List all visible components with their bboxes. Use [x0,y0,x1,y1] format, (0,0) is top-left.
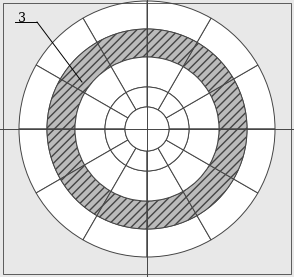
Wedge shape [111,165,147,201]
Wedge shape [234,129,275,193]
Wedge shape [147,191,197,229]
Wedge shape [234,65,275,129]
Wedge shape [183,42,234,93]
Wedge shape [111,93,136,118]
Wedge shape [36,179,97,240]
Wedge shape [147,87,168,110]
Wedge shape [83,1,147,42]
Wedge shape [183,129,219,165]
Wedge shape [168,67,209,108]
Wedge shape [85,67,126,108]
Wedge shape [19,129,60,193]
Wedge shape [158,140,183,165]
Wedge shape [105,129,128,150]
Wedge shape [168,150,209,191]
Wedge shape [97,191,147,229]
Wedge shape [83,216,147,257]
Wedge shape [147,148,168,171]
Wedge shape [166,129,189,150]
Wedge shape [97,29,147,67]
Wedge shape [19,65,60,129]
Wedge shape [147,1,211,42]
Wedge shape [47,129,85,179]
Wedge shape [126,87,147,110]
Wedge shape [147,29,197,67]
Wedge shape [126,148,147,171]
Wedge shape [147,57,183,93]
Wedge shape [75,129,111,165]
Circle shape [125,107,169,151]
Wedge shape [60,42,111,93]
Wedge shape [147,216,211,257]
Wedge shape [85,150,126,191]
Wedge shape [183,165,234,216]
Wedge shape [111,140,136,165]
Wedge shape [47,79,85,129]
Wedge shape [197,179,258,240]
Wedge shape [166,108,189,129]
Wedge shape [209,129,247,179]
Wedge shape [75,93,111,129]
Wedge shape [183,93,219,129]
Wedge shape [111,57,147,93]
Wedge shape [209,79,247,129]
Wedge shape [197,18,258,79]
Text: 3: 3 [18,12,26,24]
Wedge shape [158,93,183,118]
Wedge shape [105,108,128,129]
Wedge shape [36,18,97,79]
Wedge shape [147,165,183,201]
Wedge shape [60,165,111,216]
